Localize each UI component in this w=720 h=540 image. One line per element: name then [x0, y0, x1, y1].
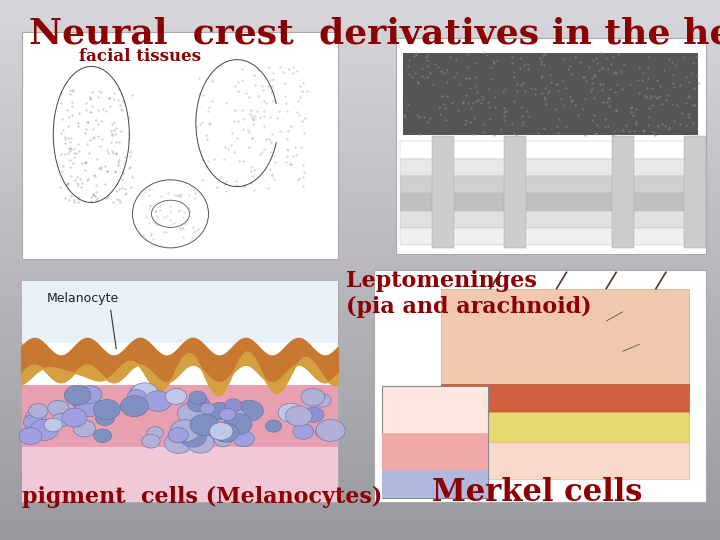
FancyBboxPatch shape [396, 38, 706, 254]
Circle shape [44, 418, 63, 432]
Circle shape [189, 391, 207, 404]
Circle shape [304, 407, 324, 422]
FancyBboxPatch shape [22, 385, 338, 447]
FancyBboxPatch shape [22, 447, 338, 502]
Circle shape [52, 414, 70, 427]
Circle shape [235, 400, 264, 421]
Circle shape [171, 420, 199, 442]
Circle shape [130, 384, 155, 404]
Circle shape [131, 383, 158, 403]
FancyBboxPatch shape [441, 288, 689, 386]
Circle shape [293, 423, 314, 439]
Circle shape [204, 430, 220, 442]
Circle shape [315, 426, 331, 438]
FancyBboxPatch shape [400, 211, 702, 228]
Circle shape [301, 388, 325, 406]
Circle shape [76, 397, 102, 417]
Circle shape [19, 428, 42, 444]
Circle shape [224, 408, 246, 424]
Circle shape [164, 432, 193, 454]
Circle shape [213, 423, 238, 442]
Circle shape [62, 408, 87, 427]
Circle shape [313, 394, 331, 407]
FancyBboxPatch shape [432, 136, 454, 248]
Circle shape [73, 420, 96, 437]
Circle shape [187, 433, 214, 453]
Circle shape [23, 414, 44, 430]
FancyBboxPatch shape [612, 136, 634, 248]
Circle shape [134, 384, 156, 401]
Circle shape [200, 403, 215, 414]
Circle shape [220, 408, 235, 421]
Circle shape [144, 391, 171, 411]
Text: Melanocyte: Melanocyte [47, 292, 120, 305]
FancyBboxPatch shape [382, 386, 487, 497]
Circle shape [209, 402, 231, 420]
Circle shape [120, 396, 148, 416]
Circle shape [147, 427, 163, 439]
Circle shape [142, 434, 160, 448]
Circle shape [266, 420, 282, 432]
Circle shape [278, 403, 303, 422]
Circle shape [95, 411, 114, 426]
FancyBboxPatch shape [374, 270, 706, 502]
FancyBboxPatch shape [382, 433, 487, 497]
FancyBboxPatch shape [22, 281, 338, 502]
Circle shape [178, 403, 207, 424]
Circle shape [30, 419, 58, 441]
Circle shape [29, 403, 48, 418]
Circle shape [210, 422, 233, 440]
Circle shape [94, 429, 112, 442]
Circle shape [127, 389, 146, 403]
Circle shape [187, 395, 210, 412]
Circle shape [73, 396, 94, 413]
FancyBboxPatch shape [400, 193, 702, 211]
Text: Merkel cells: Merkel cells [432, 477, 642, 508]
Circle shape [166, 389, 186, 404]
Circle shape [94, 400, 120, 420]
FancyBboxPatch shape [22, 281, 338, 343]
Circle shape [233, 431, 254, 447]
FancyBboxPatch shape [441, 442, 689, 479]
Circle shape [316, 420, 345, 441]
Text: pigment  cells (Melanocytes): pigment cells (Melanocytes) [22, 485, 382, 508]
FancyBboxPatch shape [400, 159, 702, 176]
Text: Leptomeninges
(pia and arachnoid): Leptomeninges (pia and arachnoid) [346, 270, 591, 318]
Circle shape [215, 434, 232, 447]
Circle shape [43, 420, 60, 432]
FancyBboxPatch shape [22, 32, 338, 259]
FancyBboxPatch shape [400, 228, 702, 245]
Circle shape [64, 385, 91, 405]
Polygon shape [22, 352, 338, 396]
Text: facial tissues: facial tissues [78, 48, 201, 65]
Polygon shape [22, 339, 338, 383]
FancyBboxPatch shape [441, 411, 689, 444]
Circle shape [25, 409, 46, 424]
Circle shape [223, 413, 252, 435]
Circle shape [48, 400, 69, 416]
FancyBboxPatch shape [684, 136, 706, 248]
Circle shape [285, 406, 312, 426]
Circle shape [168, 428, 188, 443]
Circle shape [78, 386, 102, 403]
Circle shape [224, 399, 242, 412]
FancyBboxPatch shape [504, 136, 526, 248]
Circle shape [210, 421, 225, 433]
Circle shape [190, 414, 219, 436]
Circle shape [201, 415, 217, 427]
Circle shape [179, 427, 206, 447]
Circle shape [32, 420, 53, 435]
FancyBboxPatch shape [400, 176, 702, 193]
Text: Neural  crest  derivatives in the head: Neural crest derivatives in the head [29, 16, 720, 50]
FancyBboxPatch shape [400, 141, 702, 159]
FancyBboxPatch shape [382, 470, 487, 497]
FancyBboxPatch shape [441, 384, 689, 414]
FancyBboxPatch shape [403, 53, 698, 135]
